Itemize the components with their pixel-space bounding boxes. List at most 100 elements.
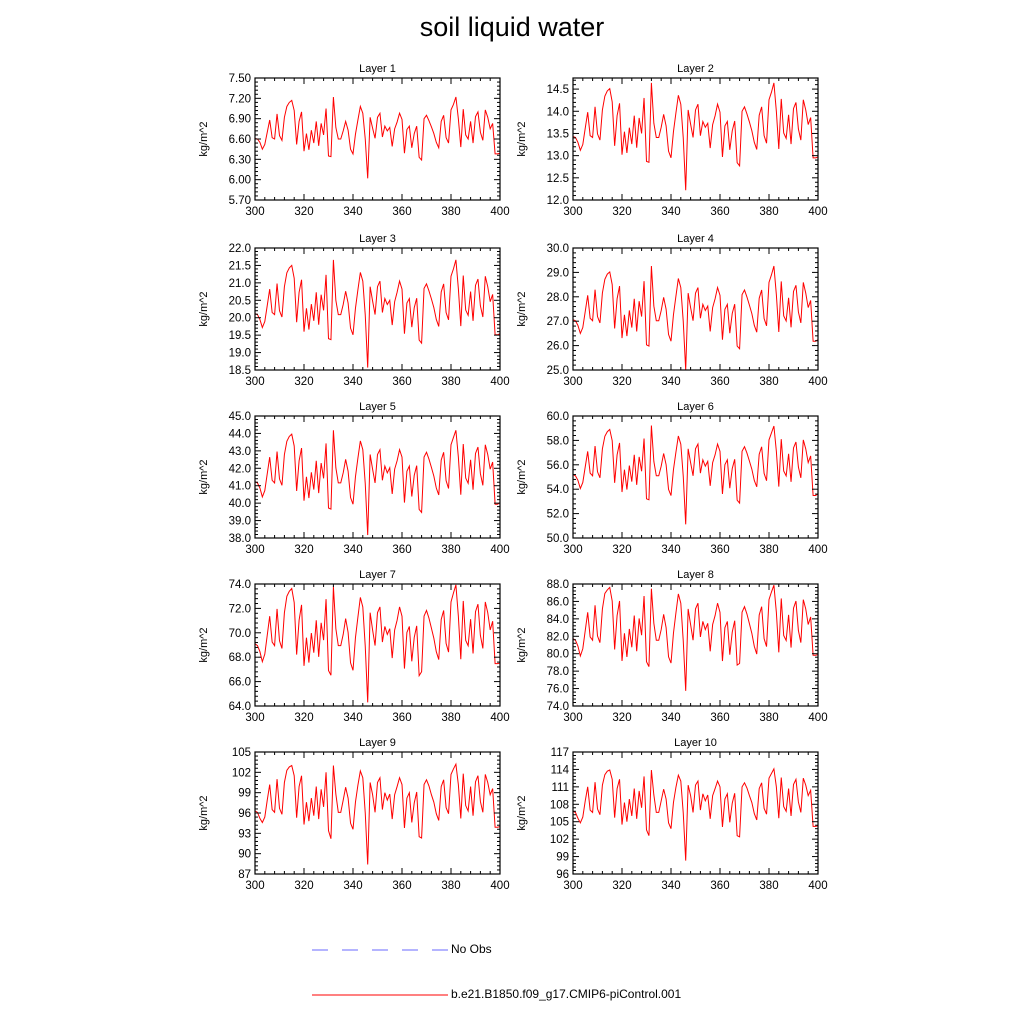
x-tick-label: 380 <box>441 712 460 724</box>
series-line <box>254 96 501 179</box>
y-tick-label: 30.0 <box>547 243 569 255</box>
series-line <box>572 585 819 691</box>
x-tick-label: 340 <box>661 206 680 218</box>
x-tick-label: 320 <box>294 880 313 892</box>
legend-obs-label: No Obs <box>451 942 492 956</box>
chart-panel-8: Layer 8 kg/m^2 300 320 340 360 380 400 74.0 76.0 7… <box>516 569 828 724</box>
y-tick-label: 105 <box>550 817 569 829</box>
plot-frame <box>254 415 501 539</box>
x-tick-label: 400 <box>808 880 827 892</box>
plot-frame <box>572 247 819 371</box>
y-tick-label: 25.0 <box>547 365 569 377</box>
x-tick-label: 320 <box>612 206 631 218</box>
y-axis-label: kg/m^2 <box>198 627 210 662</box>
y-tick-label: 26.0 <box>547 341 569 353</box>
y-tick-label: 19.5 <box>229 330 251 342</box>
legend-series-label: b.e21.B1850.f09_g17.CMIP6-piControl.001 <box>451 987 682 1001</box>
series-line <box>572 265 819 371</box>
y-tick-label: 80.0 <box>547 649 569 661</box>
y-tick-label: 88.0 <box>547 579 569 591</box>
chart-panel-1: Layer 1 kg/m^2 300 320 340 360 380 400 5.70 6.00 6… <box>198 63 510 218</box>
panel-title: Layer 2 <box>677 63 714 75</box>
y-tick-label: 87 <box>238 869 251 881</box>
y-tick-label: 44.0 <box>229 428 251 440</box>
y-tick-label: 99 <box>238 788 251 800</box>
x-tick-label: 400 <box>808 712 827 724</box>
y-axis-label: kg/m^2 <box>516 459 528 494</box>
y-tick-label: 78.0 <box>547 666 569 678</box>
panel-title: Layer 4 <box>677 233 714 245</box>
x-tick-label: 300 <box>245 206 264 218</box>
y-tick-label: 86.0 <box>547 596 569 608</box>
y-tick-label: 102 <box>550 834 569 846</box>
y-tick-label: 14.0 <box>547 106 569 118</box>
y-tick-label: 72.0 <box>229 603 251 615</box>
plot-frame <box>254 751 501 875</box>
panel-title: Layer 9 <box>359 737 396 749</box>
x-tick-label: 340 <box>661 544 680 556</box>
y-tick-label: 12.0 <box>547 195 569 207</box>
y-tick-label: 108 <box>550 799 569 811</box>
chart-panel-7: Layer 7 kg/m^2 300 320 340 360 380 400 64.0 66.0 6… <box>198 569 510 724</box>
x-tick-label: 400 <box>808 376 827 388</box>
y-tick-label: 45.0 <box>229 411 251 423</box>
y-tick-label: 39.0 <box>229 516 251 528</box>
series-line <box>572 425 819 525</box>
x-tick-label: 340 <box>343 206 362 218</box>
x-tick-label: 300 <box>245 880 264 892</box>
y-tick-label: 60.0 <box>547 411 569 423</box>
y-tick-label: 56.0 <box>547 460 569 472</box>
chart-panel-2: Layer 2 kg/m^2 300 320 340 360 380 400 12.0 12.5 1… <box>516 63 828 218</box>
series-line <box>254 259 501 368</box>
plot-frame <box>572 415 819 539</box>
y-tick-label: 43.0 <box>229 446 251 458</box>
x-tick-label: 380 <box>441 544 460 556</box>
x-tick-label: 380 <box>759 544 778 556</box>
x-tick-label: 380 <box>441 376 460 388</box>
panel-title: Layer 7 <box>359 569 396 581</box>
x-tick-label: 300 <box>563 206 582 218</box>
x-tick-label: 380 <box>441 206 460 218</box>
y-axis-label: kg/m^2 <box>198 291 210 326</box>
x-tick-label: 360 <box>710 206 729 218</box>
panel-title: Layer 6 <box>677 401 714 413</box>
y-tick-label: 66.0 <box>229 677 251 689</box>
y-tick-label: 82.0 <box>547 631 569 643</box>
x-tick-label: 340 <box>661 712 680 724</box>
plot-frame <box>254 77 501 201</box>
x-tick-label: 320 <box>612 712 631 724</box>
y-tick-label: 96 <box>238 808 251 820</box>
y-tick-label: 21.0 <box>229 278 251 290</box>
y-tick-label: 6.30 <box>229 154 251 166</box>
y-tick-label: 54.0 <box>547 484 569 496</box>
x-tick-label: 400 <box>808 544 827 556</box>
x-tick-label: 340 <box>343 376 362 388</box>
y-tick-label: 27.0 <box>547 316 569 328</box>
x-tick-label: 300 <box>563 376 582 388</box>
plot-frame <box>572 77 819 201</box>
x-tick-label: 340 <box>343 544 362 556</box>
x-tick-label: 320 <box>294 712 313 724</box>
y-tick-label: 68.0 <box>229 652 251 664</box>
y-tick-label: 42.0 <box>229 463 251 475</box>
chart-panel-5: Layer 5 kg/m^2 300 320 340 360 380 400 38.0 39.0 4… <box>198 401 510 556</box>
y-tick-label: 64.0 <box>229 701 251 713</box>
y-tick-label: 20.5 <box>229 295 251 307</box>
series-line <box>254 430 501 536</box>
y-axis-label: kg/m^2 <box>516 795 528 830</box>
plot-frame <box>254 247 501 371</box>
y-tick-label: 93 <box>238 828 251 840</box>
x-tick-label: 300 <box>245 712 264 724</box>
x-tick-label: 380 <box>759 206 778 218</box>
x-tick-label: 360 <box>392 206 411 218</box>
panel-title: Layer 8 <box>677 569 714 581</box>
x-tick-label: 400 <box>490 712 509 724</box>
chart-panel-9: Layer 9 kg/m^2 300 320 340 360 380 400 87 90 93 96 9… <box>198 737 510 892</box>
panel-title: Layer 10 <box>674 737 717 749</box>
y-tick-label: 21.5 <box>229 260 251 272</box>
y-tick-label: 12.5 <box>547 173 569 185</box>
x-tick-label: 400 <box>490 376 509 388</box>
x-tick-label: 360 <box>710 376 729 388</box>
y-tick-label: 84.0 <box>547 614 569 626</box>
y-tick-label: 70.0 <box>229 628 251 640</box>
